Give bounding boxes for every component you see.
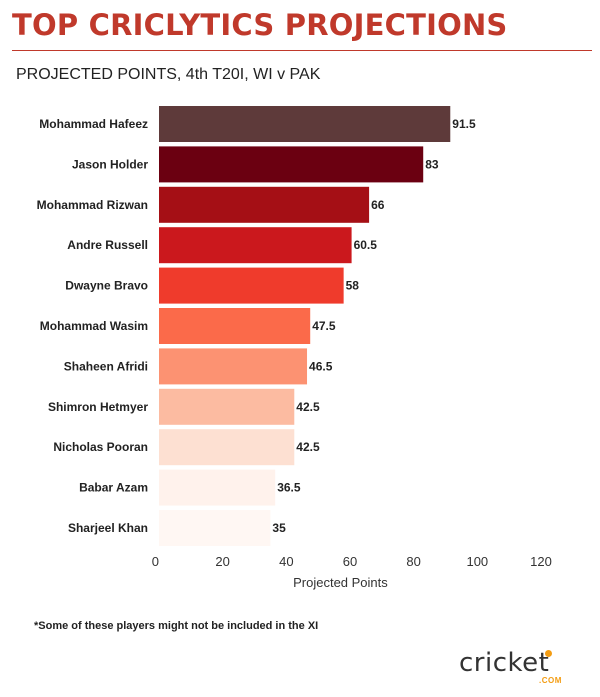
bar bbox=[159, 146, 424, 183]
logo-dot-icon bbox=[545, 650, 552, 657]
data-label: 35 bbox=[272, 521, 286, 535]
category-label: Sharjeel Khan bbox=[68, 521, 148, 535]
category-label: Andre Russell bbox=[67, 238, 148, 252]
bar bbox=[159, 388, 295, 425]
bar bbox=[159, 348, 308, 385]
chart-subtitle: PROJECTED POINTS, 4th T20I, WI v PAK bbox=[16, 66, 321, 83]
category-label: Mohammad Hafeez bbox=[39, 117, 148, 131]
category-label: Dwayne Bravo bbox=[65, 279, 148, 293]
x-tick-label: 80 bbox=[406, 554, 420, 569]
category-label: Nicholas Pooran bbox=[53, 440, 148, 454]
bar bbox=[159, 267, 344, 304]
category-label: Shaheen Afridi bbox=[64, 359, 148, 373]
x-axis-label: Projected Points bbox=[293, 575, 388, 590]
x-tick-label: 60 bbox=[343, 554, 357, 569]
bar bbox=[159, 227, 352, 264]
title-divider bbox=[12, 50, 592, 51]
data-label: 83 bbox=[425, 157, 439, 171]
category-label: Jason Holder bbox=[72, 157, 148, 171]
logo-wordmark: cricket bbox=[459, 648, 550, 678]
cricket-com-logo: cricket .COM bbox=[459, 648, 574, 688]
chart-title: TOP CRICLYTICS PROJECTIONS bbox=[12, 8, 508, 42]
category-label: Mohammad Rizwan bbox=[37, 198, 148, 212]
footnote: *Some of these players might not be incl… bbox=[34, 620, 319, 632]
x-tick-label: 100 bbox=[466, 554, 488, 569]
data-label: 47.5 bbox=[312, 319, 336, 333]
category-label: Shimron Hetmyer bbox=[48, 400, 148, 414]
data-label: 42.5 bbox=[296, 400, 320, 414]
x-tick-label: 120 bbox=[530, 554, 552, 569]
bar bbox=[159, 186, 370, 223]
data-label: 46.5 bbox=[309, 359, 333, 373]
data-label: 42.5 bbox=[296, 440, 320, 454]
bar bbox=[159, 308, 311, 344]
data-label: 36.5 bbox=[277, 481, 301, 495]
data-label: 58 bbox=[346, 279, 360, 293]
data-label: 66 bbox=[371, 198, 385, 212]
data-label: 60.5 bbox=[354, 238, 378, 252]
category-label: Mohammad Wasim bbox=[40, 319, 148, 333]
bar bbox=[159, 106, 451, 142]
category-label: Babar Azam bbox=[79, 481, 148, 495]
bar bbox=[159, 469, 276, 506]
bar bbox=[159, 510, 271, 546]
bar bbox=[159, 429, 295, 466]
x-tick-label: 20 bbox=[215, 554, 229, 569]
x-tick-label: 40 bbox=[279, 554, 293, 569]
logo-suffix: .COM bbox=[539, 676, 562, 685]
data-label: 91.5 bbox=[452, 117, 476, 131]
x-tick-label: 0 bbox=[152, 554, 159, 569]
